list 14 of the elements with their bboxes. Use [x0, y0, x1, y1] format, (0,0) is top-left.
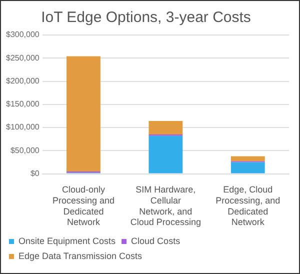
legend-label: Onsite Equipment Costs	[18, 236, 116, 246]
legend-label: Edge Data Transmission Costs	[18, 250, 143, 261]
x-tick-label: SIM Hardware, Cellular Network, and Cloud Processing	[130, 184, 201, 228]
y-tick-label: $200,000	[6, 76, 40, 86]
legend-label: Cloud Costs	[131, 236, 181, 246]
y-tick-label: $0	[30, 169, 40, 178]
chart-title: IoT Edge Options, 3-year Costs	[41, 9, 251, 26]
y-tick-label: $50,000	[10, 146, 40, 155]
x-tick-label: Cloud-only Processing and Dedicated Network	[52, 184, 114, 228]
y-tick-label: $150,000	[6, 100, 40, 109]
x-tick-label: Edge, Cloud Processing, and Dedicated Network	[216, 184, 280, 228]
y-tick-label: $250,000	[6, 53, 40, 62]
y-tick-label: $300,000	[6, 30, 40, 40]
y-tick-label: $100,000	[6, 122, 40, 132]
